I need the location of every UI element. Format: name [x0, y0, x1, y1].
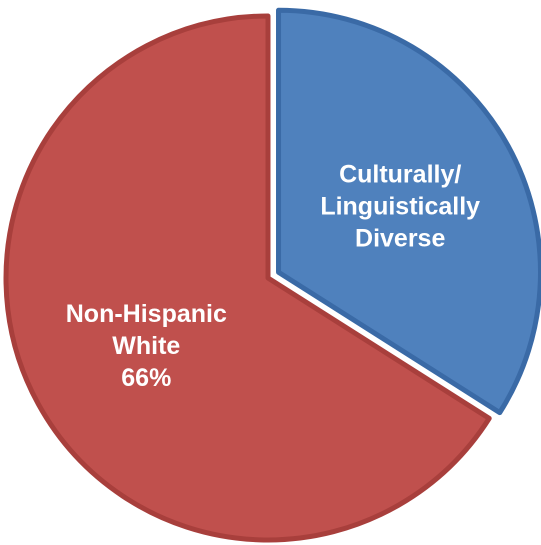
pie-slice-label-line: Culturally/ — [339, 160, 461, 188]
pie-slice-1 — [3, 13, 492, 543]
pie-slice-label-line: White — [112, 332, 180, 360]
pie-labels: Culturally/Linguistically Diverse Non-Hisp… — [66, 160, 480, 392]
pie-slice-label-0: Culturally/Linguistically Diverse — [320, 160, 480, 252]
pie-slice-label-line: 66% — [121, 364, 171, 392]
pie-slice-label-line: Diverse — [355, 224, 445, 252]
pie-slice-label-1: Non-Hispanic White 66% — [66, 300, 227, 392]
pie-slice-label-line: Linguistically — [320, 192, 480, 220]
pie-slices — [3, 7, 541, 543]
pie-slice-0 — [276, 7, 541, 416]
pie-slice-label-line: Non-Hispanic — [66, 300, 227, 328]
